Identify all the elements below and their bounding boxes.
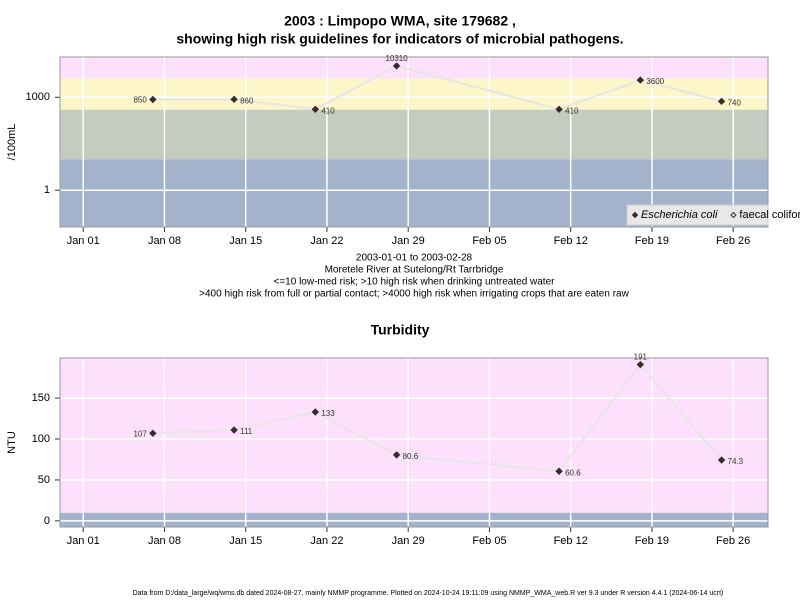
x-tick-label: Jan 01 [67, 535, 100, 547]
legend-marker [631, 211, 639, 219]
x-tick-label: Jan 22 [310, 235, 343, 247]
data-label: 410 [565, 106, 579, 115]
data-label: 410 [321, 106, 335, 115]
risk-band [60, 512, 768, 527]
data-point [555, 105, 563, 114]
x-tick-label: Jan 01 [67, 235, 100, 247]
x-tick-label: Jan 08 [148, 235, 181, 247]
legend: Escherichia coli faecal coliforms [626, 204, 800, 226]
data-label: 860 [240, 96, 254, 105]
x-tick-label: Feb 26 [716, 535, 750, 547]
x-tick-label: Jan 15 [229, 235, 262, 247]
x-tick-label: Feb 19 [635, 535, 669, 547]
data-point [555, 467, 563, 475]
data-label: 80.6 [403, 452, 419, 461]
data-point [717, 97, 726, 106]
risk-band [60, 109, 768, 160]
data-label: 191 [634, 353, 648, 362]
data-point [230, 426, 238, 434]
data-label: 107 [133, 429, 147, 438]
risk-band [60, 358, 768, 513]
data-point [717, 456, 726, 464]
footer: Data from D:/data_large/wq/wms.db dated … [133, 590, 724, 597]
data-label: 740 [728, 98, 742, 107]
x-tick-label: Jan 29 [392, 235, 425, 247]
data-label: 10310 [385, 54, 408, 63]
legend-box [626, 204, 769, 226]
y-axis-label: /100mL [6, 124, 18, 161]
data-label: 850 [133, 96, 147, 105]
data-point [311, 408, 320, 416]
note: >400 high risk from full or partial cont… [199, 289, 629, 300]
data-label: 111 [240, 427, 253, 436]
y-tick-label: 1000 [26, 91, 50, 103]
x-tick-label: Jan 15 [229, 535, 262, 547]
y-tick-label: 50 [38, 474, 50, 486]
data-point [392, 451, 401, 459]
data-point [636, 360, 645, 369]
chart-title: 2003 : Limpopo WMA, site 179682 , [284, 13, 516, 29]
x-tick-label: Jan 22 [310, 535, 343, 547]
x-tick-label: Feb 05 [472, 235, 506, 247]
data-point [230, 95, 238, 104]
y-tick-label: 150 [32, 392, 50, 404]
x-tick-label: Feb 12 [554, 535, 588, 547]
data-label: 60.6 [565, 468, 581, 477]
plot-frame [59, 357, 769, 528]
x-tick-label: Jan 29 [392, 535, 425, 547]
legend-label: faecal coliforms [739, 209, 800, 221]
y-tick-label: 1 [44, 184, 50, 196]
chart-subtitle: showing high risk guidelines for indicat… [176, 31, 623, 47]
x-tick-label: Feb 12 [554, 235, 588, 247]
note: <=10 low-med risk; >10 high risk when dr… [274, 277, 556, 288]
data-point [149, 95, 157, 104]
legend-marker [730, 211, 737, 219]
chart-title: Turbidity [371, 322, 430, 338]
note: 2003-01-01 to 2003-02-28 [356, 253, 473, 264]
risk-band [60, 78, 768, 110]
data-point [149, 429, 157, 438]
y-axis-label: NTU [6, 431, 18, 454]
data-point [311, 105, 320, 114]
data-point [636, 76, 645, 84]
data-label: 133 [321, 409, 335, 418]
x-tick-label: Feb 19 [635, 235, 669, 247]
x-tick-label: Feb 05 [472, 535, 506, 547]
data-label: 3600 [646, 77, 664, 86]
note: Moretele River at Sutelong/Rt Tarrbridge [325, 265, 504, 276]
legend-label: Escherichia coli [641, 209, 718, 221]
plot-frame [59, 56, 769, 228]
x-tick-label: Feb 26 [716, 235, 750, 247]
data-point [392, 62, 401, 70]
x-tick-label: Jan 08 [148, 535, 181, 547]
y-tick-label: 0 [44, 515, 50, 527]
data-label: 74.3 [728, 457, 744, 466]
y-tick-label: 100 [32, 433, 50, 445]
risk-band [60, 57, 768, 79]
